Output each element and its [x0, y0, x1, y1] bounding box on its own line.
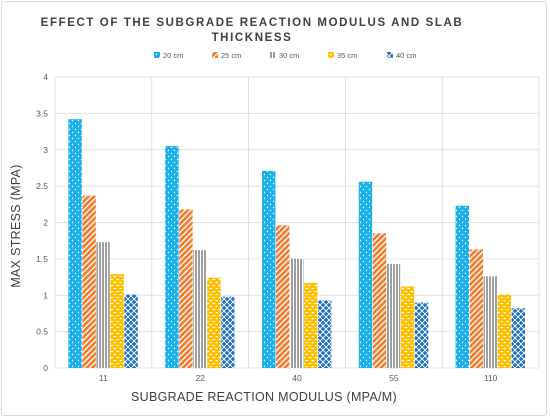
x-axis-title: SUBGRADE REACTION MODULUS (MPA/M) [131, 390, 397, 404]
bar [124, 294, 138, 368]
legend-swatch [270, 52, 276, 58]
bar [318, 300, 332, 368]
y-tick-label: 4 [43, 72, 48, 82]
legend-label: 20 cm [163, 51, 183, 60]
x-axis-ticks: 11 22 40 55 110 [99, 373, 498, 383]
y-axis-ticks: 0 0.5 1 1.5 2 2.5 3 3.5 4 [36, 72, 48, 373]
bar [276, 225, 290, 368]
legend-swatch [387, 52, 393, 58]
bar [290, 258, 304, 368]
x-tick-label: 40 [292, 373, 302, 383]
y-tick-label: 0.5 [36, 327, 48, 337]
bar [483, 276, 497, 368]
x-tick-label: 55 [389, 373, 399, 383]
bar [207, 277, 221, 368]
bar [165, 146, 179, 368]
bar [414, 302, 429, 368]
y-tick-label: 1.5 [36, 254, 48, 264]
legend-swatch [154, 52, 160, 58]
x-tick-label: 22 [195, 373, 205, 383]
legend-label: 25 cm [221, 51, 241, 60]
y-tick-label: 1 [43, 290, 48, 300]
bar [372, 233, 387, 368]
legend-label: 40 cm [396, 51, 416, 60]
bar [304, 282, 318, 368]
bar [386, 263, 401, 368]
legend-label: 35 cm [337, 51, 357, 60]
x-tick-label: 110 [484, 373, 498, 383]
bar [68, 119, 82, 368]
chart-title-line-1: EFFECT OF THE SUBGRADE REACTION MODULUS … [41, 17, 464, 29]
legend-swatch [328, 52, 334, 58]
legend-swatch [212, 52, 218, 58]
bar [179, 209, 193, 368]
bar [221, 296, 235, 368]
x-tick-label: 11 [99, 373, 108, 383]
y-axis-title: MAX STRESS (MPA) [9, 164, 23, 287]
legend: 20 cm 25 cm 30 cm 35 cm 40 cm [154, 51, 416, 60]
bar [400, 286, 415, 368]
bar [110, 274, 124, 368]
gridlines [54, 76, 540, 369]
bar [469, 249, 483, 368]
bar [358, 181, 373, 368]
bar [511, 308, 525, 368]
bar [455, 205, 469, 368]
chart-title-line-2: THICKNESS [212, 32, 293, 44]
y-tick-label: 0 [43, 363, 48, 373]
y-tick-label: 2 [43, 218, 48, 228]
bars [68, 119, 525, 368]
y-tick-label: 3 [43, 145, 48, 155]
y-tick-label: 3.5 [36, 108, 48, 118]
bar [497, 294, 511, 368]
bar [96, 242, 110, 368]
legend-label: 30 cm [279, 51, 299, 60]
y-tick-label: 2.5 [36, 181, 48, 191]
bar [262, 170, 276, 368]
bar [82, 195, 96, 368]
bar [193, 250, 207, 368]
